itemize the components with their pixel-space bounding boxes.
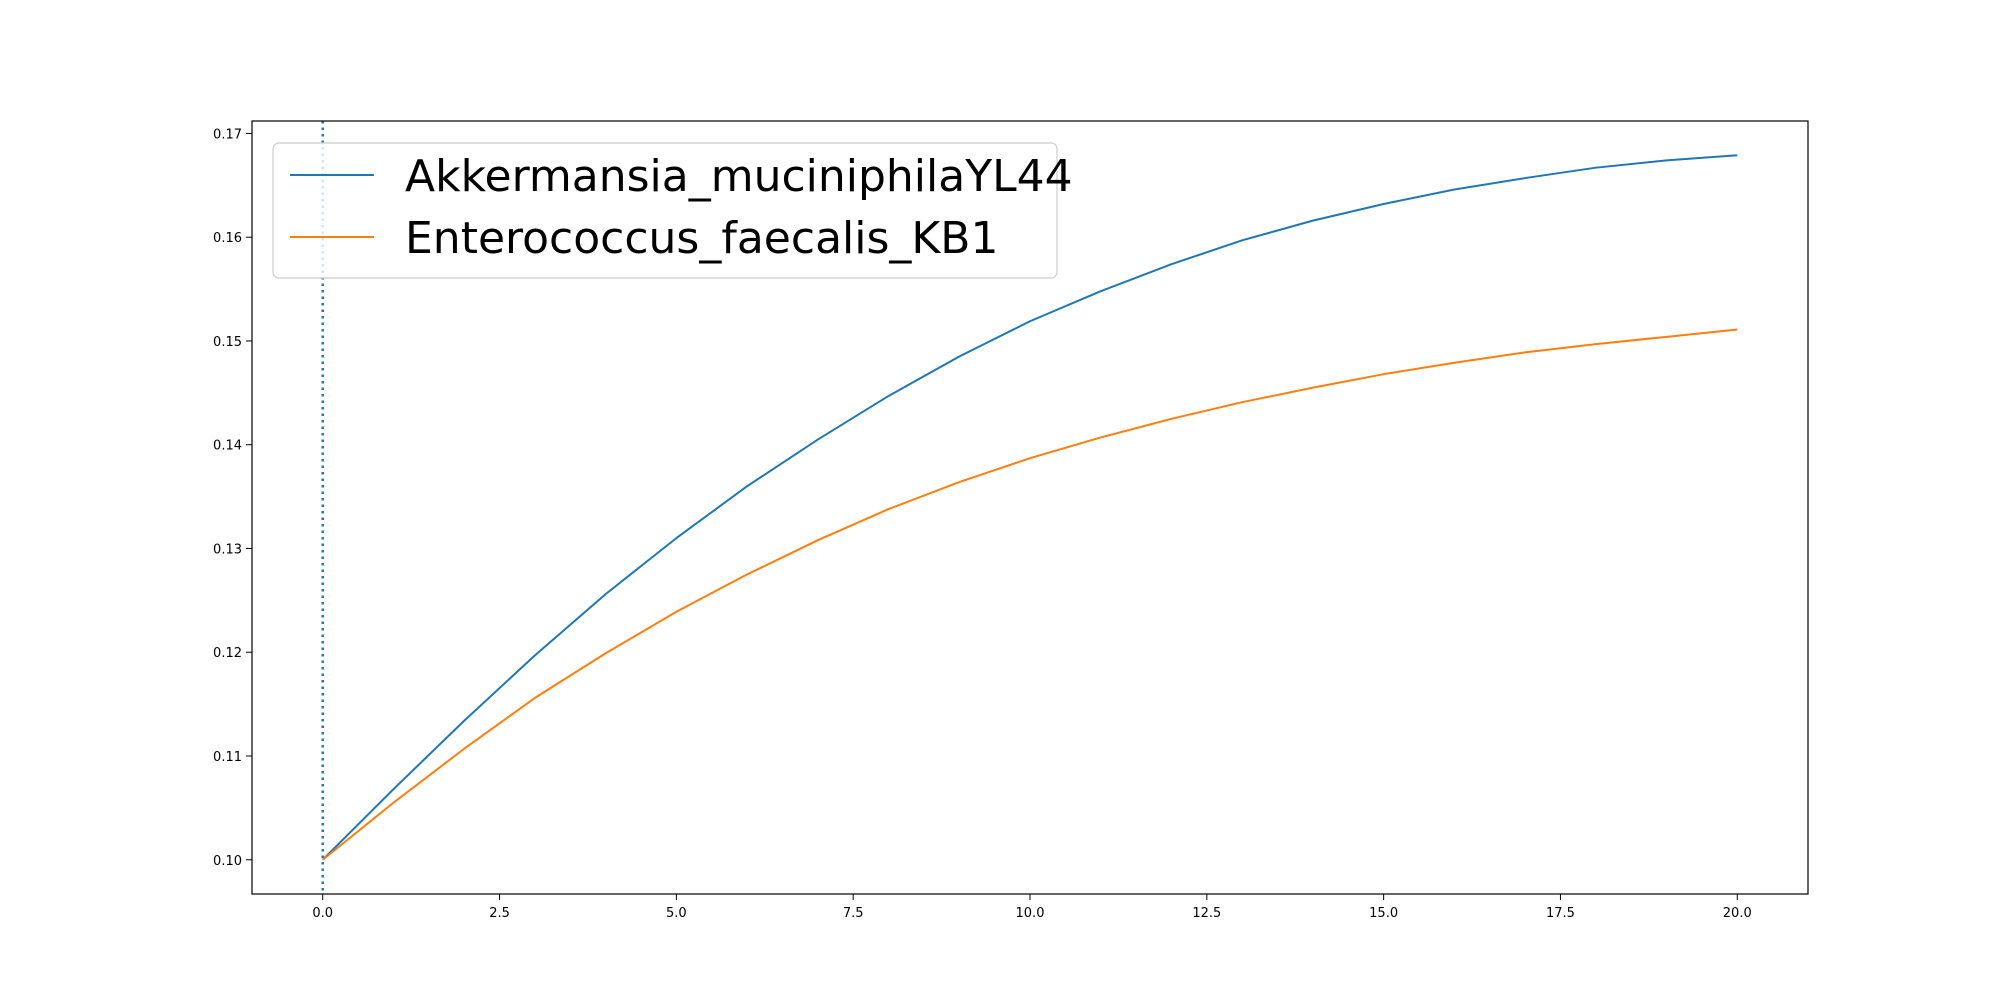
x-tick-label: 15.0	[1369, 906, 1398, 921]
x-tick-label: 0.0	[312, 906, 333, 921]
series-line-1	[322, 154, 1738, 861]
y-tick-label: 0.12	[213, 646, 242, 661]
legend: Akkermansia_muciniphilaYL44 Enterococcus_…	[272, 142, 1073, 279]
y-tick-label: 0.11	[213, 750, 242, 765]
x-tick-label: 10.0	[1016, 906, 1045, 921]
x-tick-label: 2.5	[489, 906, 510, 921]
series-lines	[322, 154, 1738, 861]
x-tick-label: 17.5	[1546, 906, 1575, 921]
legend-label-1: Akkermansia_muciniphilaYL44	[405, 151, 1073, 202]
axes: 0.0 2.5 5.0 7.5 10.0 12.5 15.0 17.5 20.0 0.10 0.11…	[213, 120, 1809, 921]
legend-box	[272, 142, 1058, 279]
legend-label-2: Enterococcus_faecalis_KB1	[405, 213, 998, 264]
x-tick-label: 20.0	[1723, 906, 1752, 921]
y-tick-label: 0.17	[213, 127, 242, 142]
y-tick-label: 0.16	[213, 231, 242, 246]
series-line-2	[322, 328, 1738, 861]
y-tick-label: 0.14	[213, 439, 242, 454]
x-tick-label: 7.5	[843, 906, 864, 921]
y-tick-label: 0.10	[213, 854, 242, 869]
x-tick-label: 5.0	[666, 906, 687, 921]
y-tick-label: 0.13	[213, 542, 242, 557]
x-tick-label: 12.5	[1192, 906, 1221, 921]
y-tick-label: 0.15	[213, 335, 242, 350]
